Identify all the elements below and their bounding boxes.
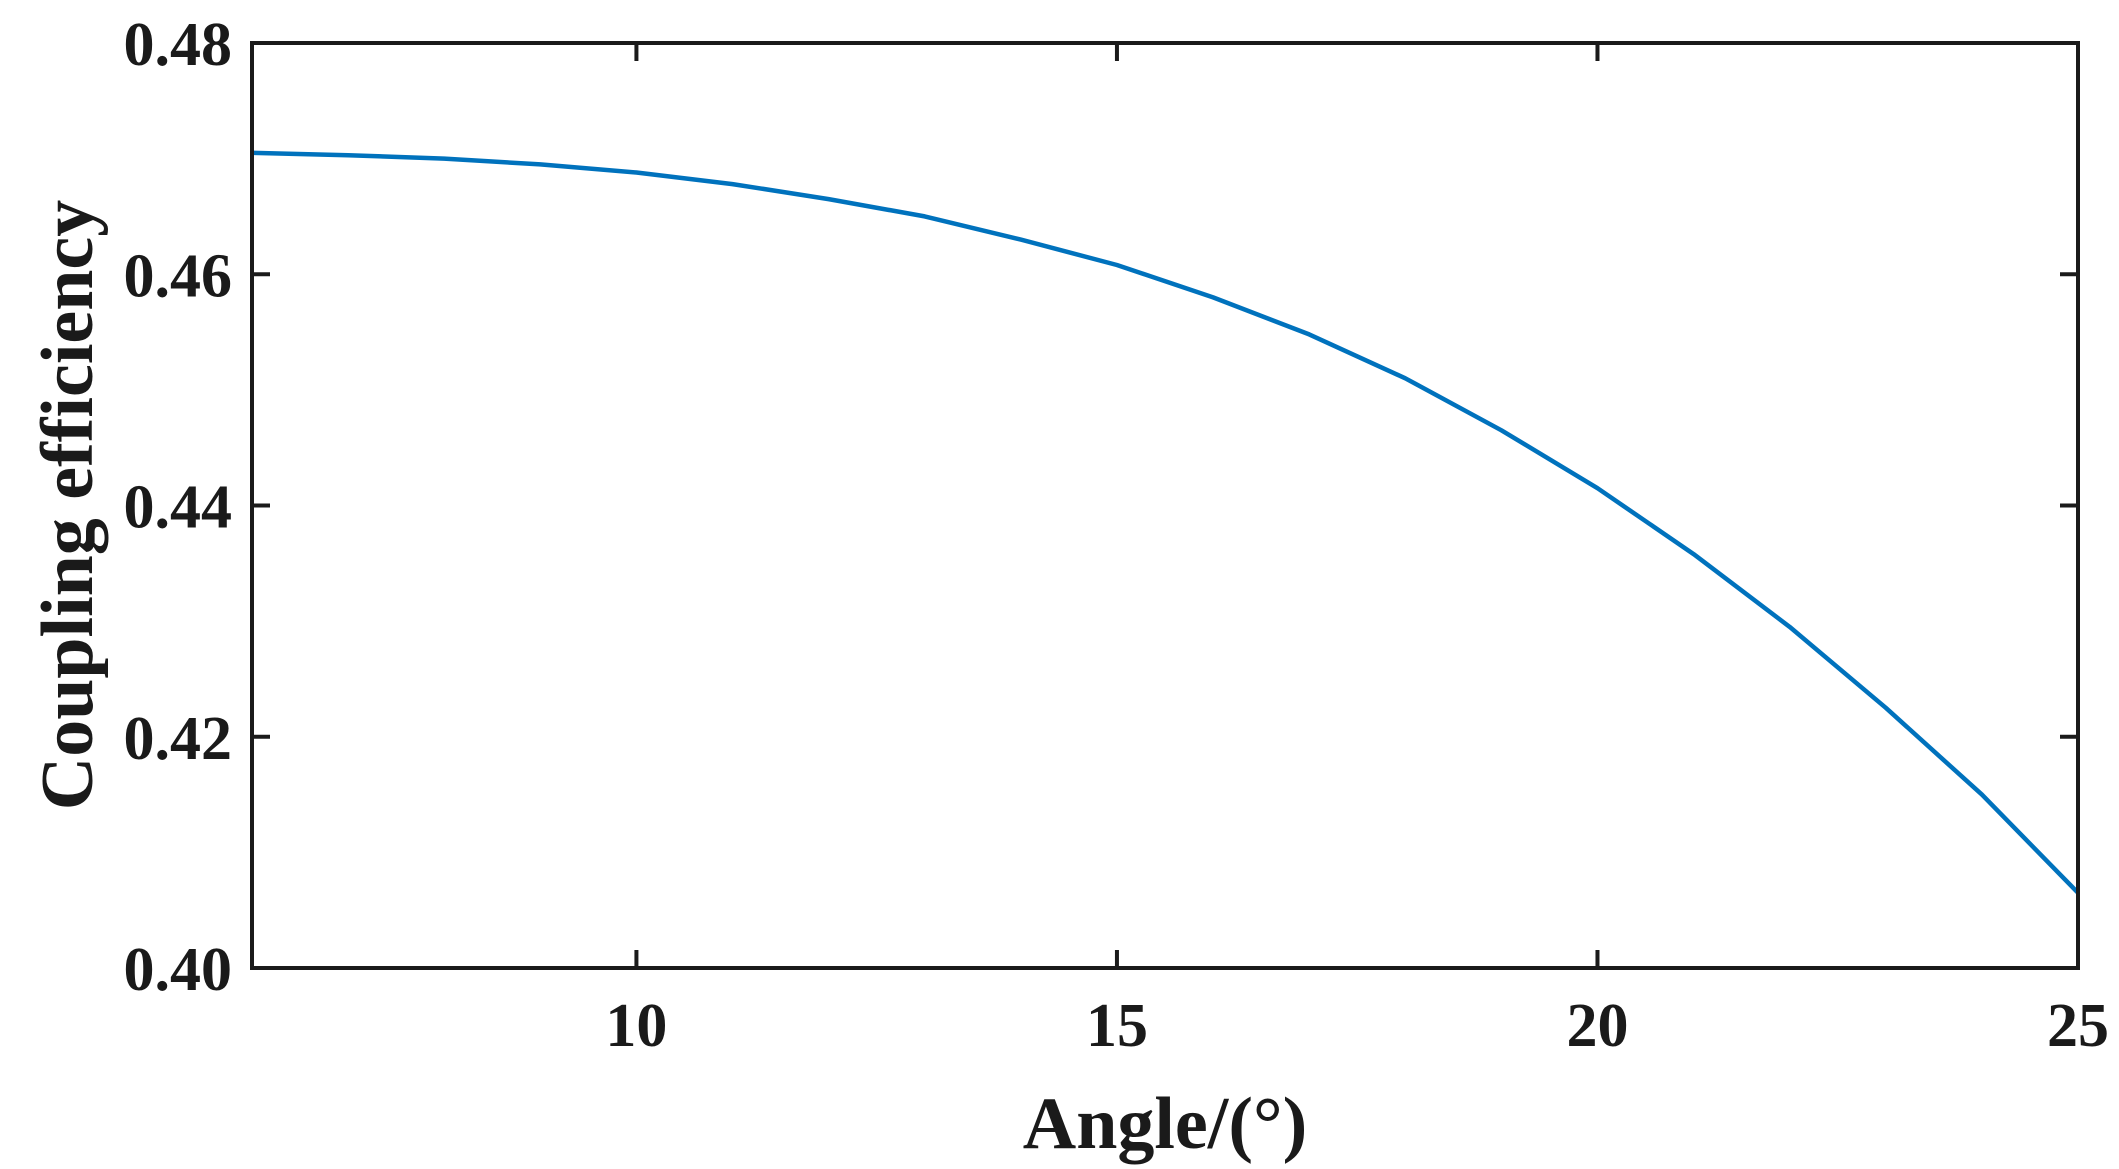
y-tick-label: 0.48 xyxy=(124,11,233,79)
y-tick-labels: 0.40 0.42 0.44 0.46 0.48 xyxy=(124,11,233,1004)
y-tick-label: 0.44 xyxy=(124,474,233,542)
y-axis-label: Coupling efficiency xyxy=(27,200,109,810)
x-tick-labels: 10 15 20 25 xyxy=(605,992,2109,1060)
x-tick-label: 15 xyxy=(1086,992,1148,1060)
x-tick-label: 25 xyxy=(2047,992,2109,1060)
x-tick-label: 10 xyxy=(605,992,667,1060)
y-tick-label: 0.42 xyxy=(124,705,233,773)
x-tick-label: 20 xyxy=(1566,992,1628,1060)
y-tick-label: 0.40 xyxy=(124,936,233,1004)
y-tick-label: 0.46 xyxy=(124,242,233,310)
series-line xyxy=(251,150,2080,895)
x-axis-label: Angle/(°) xyxy=(1023,1083,1307,1165)
plot-area-background xyxy=(252,43,2078,968)
plot-frame xyxy=(250,41,2080,970)
series-group xyxy=(251,150,2080,895)
